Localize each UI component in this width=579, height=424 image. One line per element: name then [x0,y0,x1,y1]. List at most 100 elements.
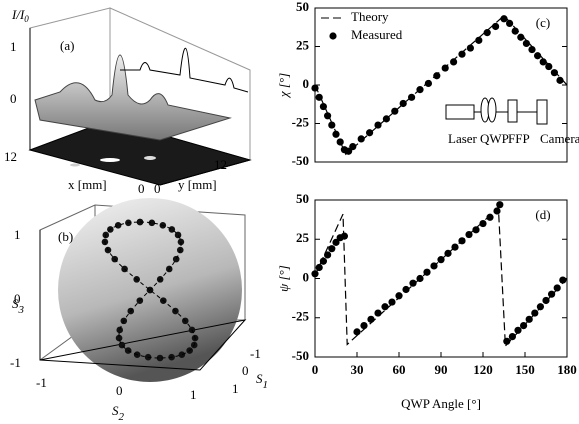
y-tick-label: 25 [296,230,310,245]
measured-point [450,58,457,65]
measured-point [548,291,555,298]
s1-tick-label: 1 [232,381,239,396]
measured-point [520,322,527,329]
measured-point [437,256,444,263]
measured-point [534,52,541,59]
s1-tick-label: 0 [242,363,249,378]
y-tick-label: 50 [296,0,309,14]
measured-point [442,64,449,71]
measured-point [332,131,339,138]
measured-point [367,316,374,323]
measured-point [409,280,416,287]
z-label-text: I/I [11,7,25,22]
figure: I/I0 (a) 1 0 12 0 x [mm] 0 12 y [mm] (b)… [0,0,579,424]
x-tick-label: 90 [435,362,448,377]
s2-tick-label: -1 [36,375,47,390]
qwp [488,98,496,122]
x-tick-label: 120 [473,362,493,377]
s1-tick-label: -1 [250,346,261,361]
plot-frame [315,200,567,357]
z-tick-label: 0 [10,91,17,106]
s1-sub: 1 [263,379,269,391]
measured-point [337,138,344,145]
measured-point [324,112,331,119]
s3-tick-label: 0 [14,291,21,306]
trajectory-dot [116,327,123,334]
y-label: ψ [°] [276,265,291,292]
projection [120,48,248,92]
measured-point [540,58,547,65]
x-tick-label: 180 [557,362,577,377]
measured-point [465,231,472,238]
measured-point [517,34,524,41]
inset-label: Camera [540,131,579,146]
y-tick-label: -50 [292,153,309,168]
s2-tick-label: 1 [190,387,197,402]
measured-point [320,258,327,265]
measured-point [551,69,558,76]
measured-point [388,298,395,305]
measured-point [311,84,318,91]
x-tick-label: 0 [312,362,319,377]
x-tick-label: 150 [515,362,535,377]
measured-point [500,15,507,22]
x-label: QWP Angle [°] [401,396,481,411]
measured-point [391,108,398,115]
inset-label: Laser [448,131,478,146]
measured-point [423,269,430,276]
measured-point [514,327,521,334]
measured-point [479,220,486,227]
measured-point [528,46,535,53]
measured-point [341,233,348,240]
measured-point [509,333,516,340]
legend-label: Measured [351,27,403,42]
measured-point [475,37,482,44]
measured-point [311,270,318,277]
measured-point [484,29,491,36]
measured-point [328,245,335,252]
surface [35,55,230,140]
measured-point [416,86,423,93]
measured-point [556,77,563,84]
y-tick-label: 0 [154,181,161,196]
measured-point [554,284,561,291]
measured-point [512,28,519,35]
measured-point [523,40,530,47]
measured-point [430,262,437,269]
measured-point [328,121,335,128]
measured-point [316,94,323,101]
s1-label: S1 [256,371,268,391]
measured-point [503,338,510,345]
y-tick-label: 50 [296,191,309,206]
x-tick-label: 60 [393,362,406,377]
measured-point [320,103,327,110]
measured-point [324,251,331,258]
measured-point [496,201,503,208]
s3-tick-label: 1 [14,227,21,242]
trajectory-dot [115,222,122,229]
measured-point [451,244,458,251]
measured-point [353,328,360,335]
measured-point [395,292,402,299]
spot [70,164,80,167]
y-tick-label: -50 [292,348,309,363]
measured-point [531,309,538,316]
measured-point [433,72,440,79]
y-tick-label: -25 [292,309,310,324]
x-tick-label: 0 [138,181,145,196]
y-tick-label: 12 [214,157,227,172]
s3-tick-label: -1 [10,355,21,370]
measured-point [425,80,432,87]
measured-point [444,250,451,257]
x-tick-label: 12 [4,149,17,164]
measured-point [366,129,373,136]
legend-dot [329,32,336,39]
measured-point [467,44,474,51]
z-tick-label: 1 [10,39,17,54]
measured-point [374,121,381,128]
measured-point [374,309,381,316]
measured-point [542,297,549,304]
y-label: χ [°] [276,73,291,99]
spot [100,158,120,162]
measured-point [545,63,552,70]
